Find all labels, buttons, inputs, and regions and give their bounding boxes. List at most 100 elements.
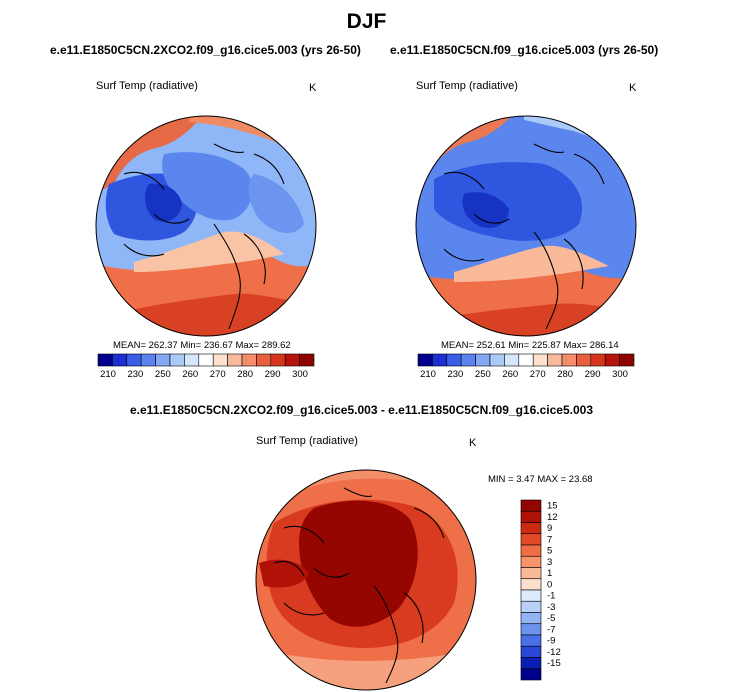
p2-extreme-cold bbox=[462, 192, 509, 229]
panel-3-colorbar-label: 5 bbox=[547, 546, 552, 557]
p2-coastlines bbox=[443, 143, 605, 330]
panel-3-colorbar-swatch bbox=[520, 668, 542, 681]
panel-3-variable: Surf Temp (radiative) bbox=[256, 435, 358, 447]
panel-1-colorbar-swatch bbox=[284, 353, 300, 367]
panel-2-polar-map bbox=[415, 115, 637, 337]
panel-1-colorbar: 210 230 250 260 270 280 290 300 bbox=[97, 353, 315, 380]
panel-2-stats: MEAN= 252.61 Min= 225.87 Max= 286.14 bbox=[441, 340, 619, 351]
panel-2-colorbar-swatch bbox=[576, 353, 592, 367]
panel-3-colorbar-label: -3 bbox=[547, 602, 555, 613]
panel-3-colorbar-swatch bbox=[520, 510, 542, 523]
p2-mild-band bbox=[454, 245, 609, 282]
panel-1-colorbar-label: 280 bbox=[237, 369, 253, 380]
p3-core-hot bbox=[299, 500, 418, 627]
panel-1-colorbar-swatch bbox=[299, 353, 315, 367]
panel-3-colorbar-label: 3 bbox=[547, 557, 552, 568]
panel-1-colorbar-label: 290 bbox=[265, 369, 281, 380]
panel-2-colorbar-label: 280 bbox=[557, 369, 573, 380]
p1-cold-arctic bbox=[162, 152, 253, 221]
p3-coastlines bbox=[273, 487, 445, 684]
panel-3-colorbar-swatch bbox=[520, 578, 542, 591]
panel-2-colorbar-swatch bbox=[432, 353, 448, 367]
panel-3-colorbar-swatch bbox=[520, 499, 542, 512]
panel-2-colorbar-label: 290 bbox=[585, 369, 601, 380]
p2-very-cold-core bbox=[434, 162, 583, 241]
panel-2-colorbar-label: 250 bbox=[475, 369, 491, 380]
panel-2-colorbar-swatch bbox=[590, 353, 606, 367]
panel-3-colorbar-label: -5 bbox=[547, 613, 555, 624]
panel-3-colorbar-label: -15 bbox=[547, 658, 561, 669]
panel-2-colorbar-swatch bbox=[532, 353, 548, 367]
panel-1-colorbar-swatch bbox=[155, 353, 171, 367]
panel-2-colorbar-swatch bbox=[417, 353, 433, 367]
panel-2-colorbar-swatch bbox=[504, 353, 520, 367]
panel-1-colorbar-label: 250 bbox=[155, 369, 171, 380]
p1-coastlines bbox=[123, 143, 285, 330]
panel-3-colorbar-swatch bbox=[520, 555, 542, 568]
panel-2-colorbar-swatch bbox=[561, 353, 577, 367]
main-title: DJF bbox=[346, 10, 387, 33]
panel-1-colorbar-swatch bbox=[126, 353, 142, 367]
panel-1-colorbar-swatch bbox=[270, 353, 286, 367]
panel-3-stats: MIN = 3.47 MAX = 23.68 bbox=[488, 474, 593, 485]
panel-3-colorbar-swatch bbox=[520, 589, 542, 602]
panel-3-colorbar-swatch bbox=[520, 600, 542, 613]
panel-1-colorbar-label: 270 bbox=[210, 369, 226, 380]
panel-1-polar-map bbox=[95, 115, 317, 337]
panel-2-colorbar-label: 210 bbox=[420, 369, 436, 380]
panel-1-colorbar-swatch bbox=[256, 353, 272, 367]
panel-1-colorbar-swatch bbox=[241, 353, 257, 367]
panel-2-colorbar-swatch bbox=[518, 353, 534, 367]
panel-3-colorbar-swatch bbox=[520, 645, 542, 658]
panel-2-colorbar: 210 230 250 260 270 280 290 300 bbox=[417, 353, 635, 380]
panel-3-units: K bbox=[469, 437, 477, 449]
panel-1-colorbar-label: 300 bbox=[292, 369, 308, 380]
panel-1-colorbar-swatch bbox=[140, 353, 156, 367]
panel-2-colorbar-swatch bbox=[547, 353, 563, 367]
panel-3-colorbar-label: 15 bbox=[547, 501, 558, 512]
panel-3-colorbar-swatch bbox=[520, 522, 542, 535]
panel-3-title: e.e11.E1850C5CN.2XCO2.f09_g16.cice5.003 … bbox=[130, 403, 593, 417]
panel-2-colorbar-swatch bbox=[460, 353, 476, 367]
panel-2-colorbar-label: 230 bbox=[447, 369, 463, 380]
panel-3-colorbar-label: 1 bbox=[547, 568, 552, 579]
panel-3-colorbar-label: -7 bbox=[547, 624, 555, 635]
panel-1-colorbar-swatch bbox=[198, 353, 214, 367]
p2-hot-south bbox=[416, 303, 636, 336]
panel-3-colorbar-swatch bbox=[520, 612, 542, 625]
panel-3-colorbar-label: 7 bbox=[547, 534, 552, 545]
panel-2-colorbar-label: 260 bbox=[502, 369, 518, 380]
panel-3-colorbar-swatch bbox=[520, 544, 542, 557]
panel-3-colorbar-label: -1 bbox=[547, 591, 555, 602]
panel-1-units: K bbox=[309, 82, 317, 94]
panel-3-colorbar-swatch bbox=[520, 634, 542, 647]
panel-3-colorbar-swatch bbox=[520, 623, 542, 636]
panel-2-colorbar-swatch bbox=[604, 353, 620, 367]
panel-2-colorbar-swatch bbox=[446, 353, 462, 367]
panel-2-colorbar-label: 270 bbox=[530, 369, 546, 380]
panel-1-colorbar-label: 260 bbox=[182, 369, 198, 380]
panel-1-title: e.e11.E1850C5CN.2XCO2.f09_g16.cice5.003 … bbox=[50, 43, 361, 57]
panel-2-colorbar-swatch bbox=[619, 353, 635, 367]
panel-1-colorbar-label: 230 bbox=[127, 369, 143, 380]
panel-1-colorbar-label: 210 bbox=[100, 369, 116, 380]
panel-3-colorbar-label: -12 bbox=[547, 647, 561, 658]
panel-3-colorbar-label: -9 bbox=[547, 636, 555, 647]
panel-2-variable: Surf Temp (radiative) bbox=[416, 80, 518, 92]
panel-3-colorbar-label: 12 bbox=[547, 512, 558, 523]
p1-cold-siberia bbox=[248, 174, 304, 234]
panel-1-colorbar-swatch bbox=[112, 353, 128, 367]
panel-3-colorbar-label: 0 bbox=[547, 579, 552, 590]
panel-2-colorbar-label: 300 bbox=[612, 369, 628, 380]
p1-mild-band bbox=[134, 231, 284, 272]
panel-3-colorbar-label: 9 bbox=[547, 523, 552, 534]
panel-1-stats: MEAN= 262.37 Min= 236.67 Max= 289.62 bbox=[113, 340, 291, 351]
panel-3-polar-map bbox=[255, 469, 477, 691]
panel-3-colorbar-swatch bbox=[520, 657, 542, 670]
panel-2-title: e.e11.E1850C5CN.f09_g16.cice5.003 (yrs 2… bbox=[390, 43, 659, 57]
panel-2-colorbar-swatch bbox=[475, 353, 491, 367]
panel-3-colorbar-swatch bbox=[520, 567, 542, 580]
panel-1-colorbar-swatch bbox=[184, 353, 200, 367]
panel-2-units: K bbox=[629, 82, 637, 94]
